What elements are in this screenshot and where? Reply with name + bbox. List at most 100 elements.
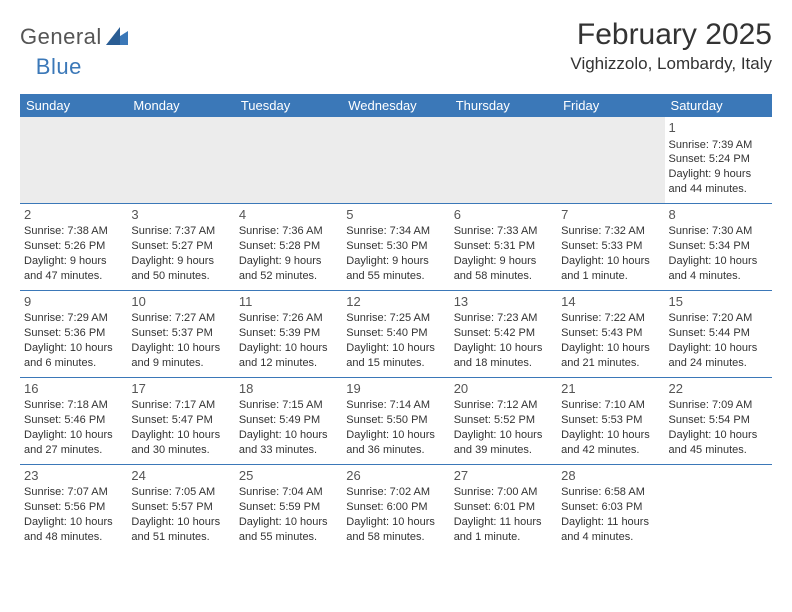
day-number: 15 (669, 293, 768, 311)
sunrise-line: Sunrise: 6:58 AM (561, 485, 660, 500)
sunrise-line: Sunrise: 7:05 AM (131, 485, 230, 500)
daylight-line-1: Daylight: 10 hours (24, 428, 123, 443)
sunrise-line: Sunrise: 7:09 AM (669, 398, 768, 413)
calendar-day-cell: 24Sunrise: 7:05 AMSunset: 5:57 PMDayligh… (127, 464, 234, 550)
daylight-line-2: and 1 minute. (454, 530, 553, 545)
sunrise-line: Sunrise: 7:36 AM (239, 224, 338, 239)
daylight-line-1: Daylight: 10 hours (131, 515, 230, 530)
day-number: 25 (239, 467, 338, 485)
daylight-line-2: and 52 minutes. (239, 269, 338, 284)
daylight-line-2: and 15 minutes. (346, 356, 445, 371)
calendar-week-row: 1Sunrise: 7:39 AMSunset: 5:24 PMDaylight… (20, 117, 772, 203)
sunrise-line: Sunrise: 7:32 AM (561, 224, 660, 239)
calendar-day-cell: 7Sunrise: 7:32 AMSunset: 5:33 PMDaylight… (557, 203, 664, 290)
sunset-line: Sunset: 5:28 PM (239, 239, 338, 254)
day-number: 26 (346, 467, 445, 485)
sunrise-line: Sunrise: 7:25 AM (346, 311, 445, 326)
calendar-day-cell: 1Sunrise: 7:39 AMSunset: 5:24 PMDaylight… (665, 117, 772, 203)
sunset-line: Sunset: 5:43 PM (561, 326, 660, 341)
sunrise-line: Sunrise: 7:26 AM (239, 311, 338, 326)
daylight-line-2: and 1 minute. (561, 269, 660, 284)
calendar-day-cell: 22Sunrise: 7:09 AMSunset: 5:54 PMDayligh… (665, 377, 772, 464)
daylight-line-1: Daylight: 9 hours (669, 167, 768, 182)
sunset-line: Sunset: 5:37 PM (131, 326, 230, 341)
calendar-day-cell: 16Sunrise: 7:18 AMSunset: 5:46 PMDayligh… (20, 377, 127, 464)
daylight-line-1: Daylight: 10 hours (346, 515, 445, 530)
sunset-line: Sunset: 5:34 PM (669, 239, 768, 254)
calendar-day-cell: 27Sunrise: 7:00 AMSunset: 6:01 PMDayligh… (450, 464, 557, 550)
day-number: 1 (669, 119, 768, 137)
sunset-line: Sunset: 6:01 PM (454, 500, 553, 515)
daylight-line-1: Daylight: 10 hours (346, 428, 445, 443)
daylight-line-1: Daylight: 9 hours (239, 254, 338, 269)
weekday-header: Friday (557, 94, 664, 117)
daylight-line-1: Daylight: 10 hours (669, 254, 768, 269)
daylight-line-2: and 51 minutes. (131, 530, 230, 545)
sunset-line: Sunset: 5:39 PM (239, 326, 338, 341)
day-number: 20 (454, 380, 553, 398)
sunrise-line: Sunrise: 7:12 AM (454, 398, 553, 413)
daylight-line-2: and 12 minutes. (239, 356, 338, 371)
day-number: 9 (24, 293, 123, 311)
calendar-week-row: 16Sunrise: 7:18 AMSunset: 5:46 PMDayligh… (20, 377, 772, 464)
sunrise-line: Sunrise: 7:37 AM (131, 224, 230, 239)
daylight-line-1: Daylight: 10 hours (561, 428, 660, 443)
sunrise-line: Sunrise: 7:34 AM (346, 224, 445, 239)
daylight-line-2: and 45 minutes. (669, 443, 768, 458)
daylight-line-1: Daylight: 10 hours (454, 428, 553, 443)
daylight-line-2: and 42 minutes. (561, 443, 660, 458)
sunset-line: Sunset: 5:54 PM (669, 413, 768, 428)
sunset-line: Sunset: 5:42 PM (454, 326, 553, 341)
sunrise-line: Sunrise: 7:02 AM (346, 485, 445, 500)
calendar-week-row: 2Sunrise: 7:38 AMSunset: 5:26 PMDaylight… (20, 203, 772, 290)
sunset-line: Sunset: 5:50 PM (346, 413, 445, 428)
day-number: 28 (561, 467, 660, 485)
sunrise-line: Sunrise: 7:22 AM (561, 311, 660, 326)
calendar-body: 1Sunrise: 7:39 AMSunset: 5:24 PMDaylight… (20, 117, 772, 551)
calendar-day-cell: 3Sunrise: 7:37 AMSunset: 5:27 PMDaylight… (127, 203, 234, 290)
sunrise-line: Sunrise: 7:39 AM (669, 138, 768, 153)
daylight-line-2: and 18 minutes. (454, 356, 553, 371)
daylight-line-2: and 24 minutes. (669, 356, 768, 371)
weekday-header: Monday (127, 94, 234, 117)
calendar-day-cell: 10Sunrise: 7:27 AMSunset: 5:37 PMDayligh… (127, 290, 234, 377)
sunrise-line: Sunrise: 7:04 AM (239, 485, 338, 500)
weekday-header: Thursday (450, 94, 557, 117)
day-number: 22 (669, 380, 768, 398)
calendar-day-cell: 9Sunrise: 7:29 AMSunset: 5:36 PMDaylight… (20, 290, 127, 377)
sunrise-line: Sunrise: 7:23 AM (454, 311, 553, 326)
calendar-day-cell: 25Sunrise: 7:04 AMSunset: 5:59 PMDayligh… (235, 464, 342, 550)
day-number: 3 (131, 206, 230, 224)
sunset-line: Sunset: 5:24 PM (669, 152, 768, 167)
daylight-line-1: Daylight: 10 hours (561, 254, 660, 269)
calendar-day-cell (665, 464, 772, 550)
sunrise-line: Sunrise: 7:30 AM (669, 224, 768, 239)
daylight-line-1: Daylight: 9 hours (454, 254, 553, 269)
calendar-day-cell: 26Sunrise: 7:02 AMSunset: 6:00 PMDayligh… (342, 464, 449, 550)
day-number: 5 (346, 206, 445, 224)
day-number: 19 (346, 380, 445, 398)
calendar-day-cell (342, 117, 449, 203)
daylight-line-2: and 55 minutes. (346, 269, 445, 284)
day-number: 24 (131, 467, 230, 485)
sunset-line: Sunset: 5:26 PM (24, 239, 123, 254)
daylight-line-1: Daylight: 10 hours (131, 428, 230, 443)
sunset-line: Sunset: 5:33 PM (561, 239, 660, 254)
day-number: 16 (24, 380, 123, 398)
calendar-day-cell: 8Sunrise: 7:30 AMSunset: 5:34 PMDaylight… (665, 203, 772, 290)
day-number: 7 (561, 206, 660, 224)
calendar-day-cell (557, 117, 664, 203)
sunset-line: Sunset: 5:36 PM (24, 326, 123, 341)
sunrise-line: Sunrise: 7:14 AM (346, 398, 445, 413)
day-number: 11 (239, 293, 338, 311)
day-number: 8 (669, 206, 768, 224)
sunset-line: Sunset: 5:40 PM (346, 326, 445, 341)
daylight-line-2: and 27 minutes. (24, 443, 123, 458)
logo-text-blue: Blue (36, 54, 82, 80)
calendar-header-row: SundayMondayTuesdayWednesdayThursdayFrid… (20, 94, 772, 117)
calendar-day-cell (20, 117, 127, 203)
calendar-week-row: 9Sunrise: 7:29 AMSunset: 5:36 PMDaylight… (20, 290, 772, 377)
sunset-line: Sunset: 5:56 PM (24, 500, 123, 515)
sunset-line: Sunset: 5:44 PM (669, 326, 768, 341)
sunrise-line: Sunrise: 7:29 AM (24, 311, 123, 326)
